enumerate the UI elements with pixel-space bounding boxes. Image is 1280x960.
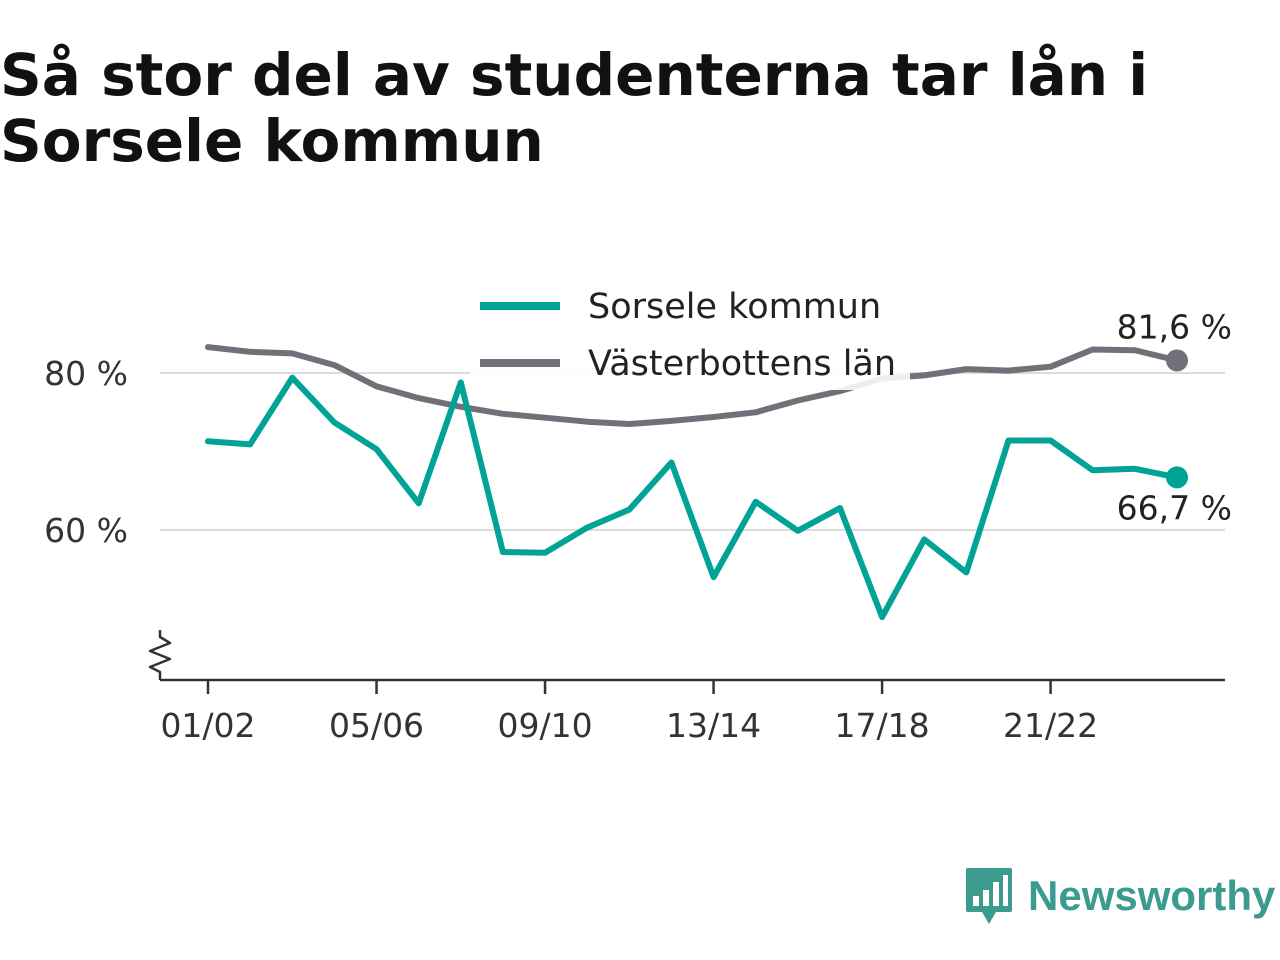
x-tick-label: 17/18	[835, 706, 930, 745]
newsworthy-logo: Newsworthy	[964, 866, 1275, 926]
legend-label: Sorsele kommun	[588, 287, 881, 327]
x-tick-label: 09/10	[497, 706, 592, 745]
series-lines	[205, 344, 1188, 621]
end-label-vasterbotten: 81,6 %	[1117, 307, 1232, 346]
axes: 60 % 80 % 01/02 05/06 09/10 13/14 17/18 21/22	[44, 354, 1225, 745]
x-tick-label: 21/22	[1003, 706, 1098, 745]
legend-backdrop	[470, 275, 910, 390]
y-tick-label: 60 %	[44, 511, 128, 550]
series-line-vasterbotten	[205, 344, 1180, 427]
series-line-sorsele	[205, 374, 1180, 621]
newsworthy-logo-text: Newsworthy	[1028, 872, 1276, 919]
x-tick-label: 13/14	[666, 706, 761, 745]
newsworthy-logo-icon	[966, 868, 1012, 924]
x-tick-label: 01/02	[160, 706, 255, 745]
end-label-sorsele: 66,7 %	[1117, 488, 1232, 527]
end-point-sorsele	[1166, 466, 1188, 489]
x-tick-label: 05/06	[329, 706, 424, 745]
end-point-vasterbotten	[1166, 349, 1188, 372]
legend-label: Västerbottens län	[588, 344, 896, 384]
axis-break	[148, 630, 172, 680]
y-tick-label: 80 %	[44, 354, 128, 393]
end-labels: 81,6 % 66,7 %	[1117, 307, 1232, 527]
legend: Sorsele kommun Västerbottens län	[470, 275, 910, 390]
chart-title: Så stor del av studenterna tar lån i Sor…	[0, 41, 1149, 175]
